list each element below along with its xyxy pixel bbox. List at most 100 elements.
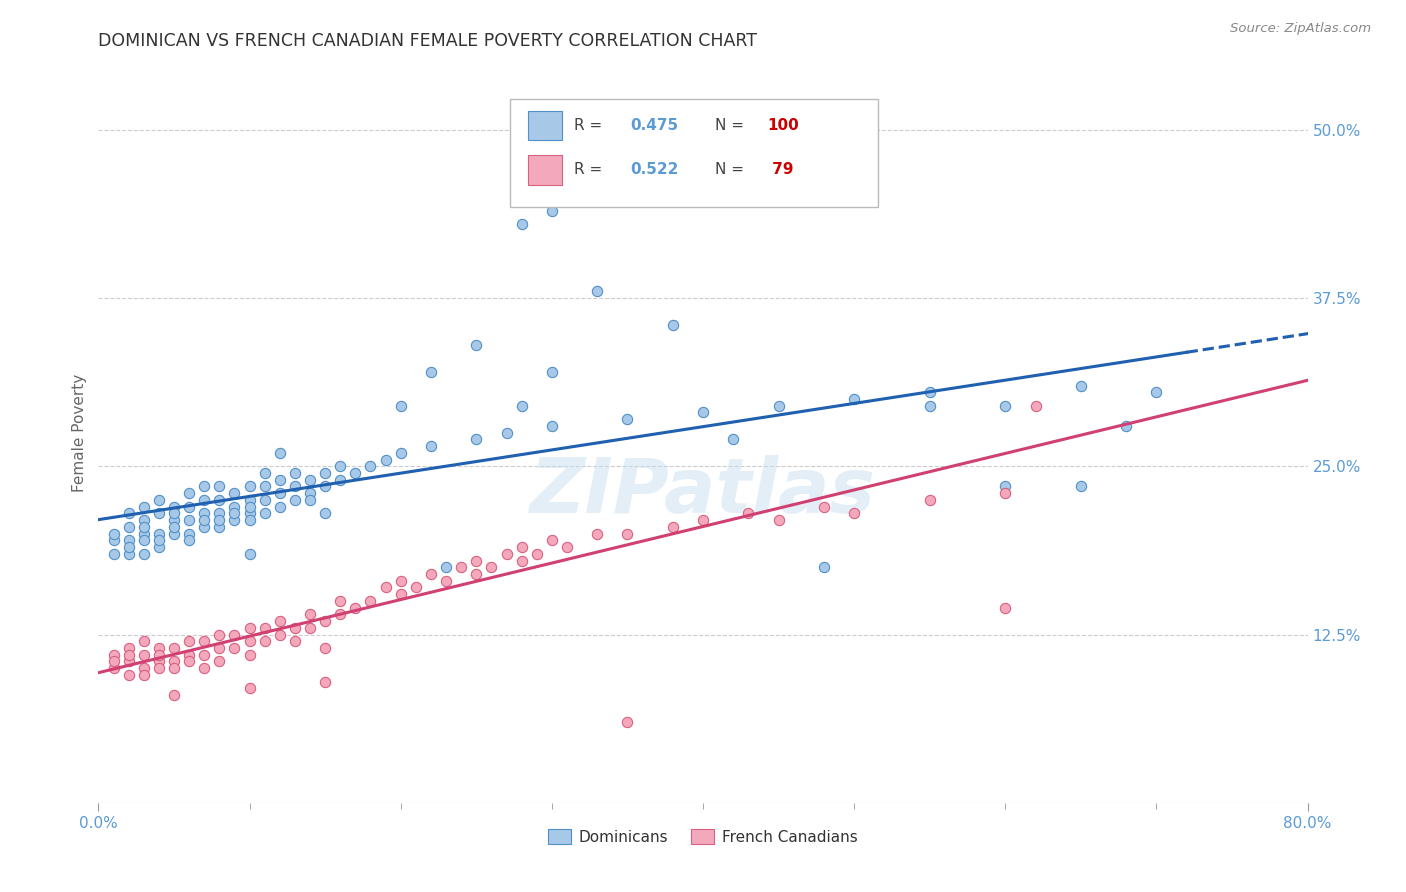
Point [434, 560, 457, 574]
Point [616, 714, 638, 729]
Point [616, 526, 638, 541]
Point [193, 648, 215, 662]
Point [405, 581, 427, 595]
Point [661, 318, 683, 332]
Point [163, 507, 186, 521]
Text: 79: 79 [768, 162, 793, 178]
Point [239, 500, 262, 514]
Point [208, 507, 231, 521]
Point [994, 486, 1017, 500]
Point [1144, 385, 1167, 400]
Point [163, 500, 186, 514]
Point [1070, 378, 1092, 392]
Point [434, 574, 457, 588]
Point [103, 648, 125, 662]
Point [314, 674, 336, 689]
Point [555, 540, 578, 554]
Point [118, 540, 141, 554]
Point [163, 513, 186, 527]
Point [918, 399, 941, 413]
Point [132, 634, 155, 648]
Point [118, 640, 141, 655]
Point [208, 492, 231, 507]
Point [526, 547, 548, 561]
Point [299, 486, 322, 500]
Point [103, 655, 125, 669]
Point [224, 513, 246, 527]
Point [253, 466, 276, 480]
Point [844, 507, 866, 521]
Point [208, 655, 231, 669]
Point [253, 507, 276, 521]
Point [360, 594, 382, 608]
Point [132, 526, 155, 541]
Point [253, 634, 276, 648]
Point [813, 560, 835, 574]
Point [193, 513, 215, 527]
Point [193, 520, 215, 534]
Point [193, 479, 215, 493]
Point [179, 486, 201, 500]
Point [179, 533, 201, 548]
Point [148, 526, 170, 541]
Point [1024, 399, 1046, 413]
Point [481, 560, 503, 574]
Point [132, 513, 155, 527]
Point [163, 688, 186, 702]
Point [224, 500, 246, 514]
Point [239, 492, 262, 507]
Point [540, 418, 562, 433]
Point [329, 473, 352, 487]
Point [193, 492, 215, 507]
Point [510, 553, 533, 567]
Point [692, 513, 714, 527]
Point [768, 399, 790, 413]
Point [208, 479, 231, 493]
Point [148, 661, 170, 675]
Point [329, 459, 352, 474]
Point [179, 526, 201, 541]
Point [239, 648, 262, 662]
Point [253, 621, 276, 635]
Point [389, 574, 412, 588]
Point [179, 655, 201, 669]
Point [344, 466, 367, 480]
Point [723, 177, 745, 191]
Point [132, 520, 155, 534]
Point [661, 520, 683, 534]
Point [224, 486, 246, 500]
Point [616, 412, 638, 426]
Point [495, 547, 517, 561]
Point [118, 648, 141, 662]
Point [148, 540, 170, 554]
Point [132, 500, 155, 514]
Point [994, 399, 1017, 413]
Point [269, 614, 291, 628]
Point [284, 479, 307, 493]
Point [193, 661, 215, 675]
Point [269, 473, 291, 487]
Point [132, 547, 155, 561]
Point [179, 500, 201, 514]
Point [1115, 418, 1137, 433]
Point [420, 566, 443, 581]
Text: 0.522: 0.522 [630, 162, 679, 178]
Point [329, 607, 352, 622]
Point [103, 661, 125, 675]
Point [118, 507, 141, 521]
Text: R =: R = [574, 118, 607, 133]
Point [224, 507, 246, 521]
Point [450, 560, 472, 574]
Point [299, 607, 322, 622]
Point [540, 203, 562, 218]
Point [163, 526, 186, 541]
Point [465, 433, 488, 447]
Point [132, 648, 155, 662]
Point [239, 507, 262, 521]
Point [118, 533, 141, 548]
Point [737, 507, 759, 521]
Point [163, 640, 186, 655]
Text: DOMINICAN VS FRENCH CANADIAN FEMALE POVERTY CORRELATION CHART: DOMINICAN VS FRENCH CANADIAN FEMALE POVE… [98, 32, 758, 50]
Point [299, 473, 322, 487]
Point [314, 466, 336, 480]
